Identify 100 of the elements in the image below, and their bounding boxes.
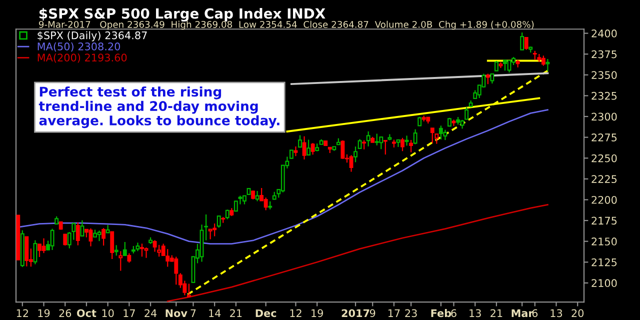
candlestick (212, 222, 217, 237)
candlestick (546, 58, 550, 72)
candlestick (140, 243, 144, 258)
candlestick (503, 59, 507, 72)
candlestick (127, 252, 132, 264)
candlestick (187, 283, 191, 297)
candlestick (264, 197, 268, 211)
candlestick (400, 137, 404, 152)
x-tick-label: 14 (209, 309, 221, 317)
candlestick (486, 73, 490, 85)
candlestick (42, 238, 46, 254)
y-tick-label: 2325 (592, 92, 617, 100)
candlestick (216, 215, 221, 228)
x-tick-label: 21 (490, 309, 502, 317)
candlestick (76, 222, 80, 246)
x-tick-label: Mar (512, 309, 534, 318)
candlestick (434, 133, 439, 144)
y-tick-label: 2275 (592, 134, 617, 142)
candlestick (358, 138, 362, 150)
candlestick (340, 140, 345, 160)
chart-title: $SPX S&P 500 Large Cap Index INDX (39, 8, 326, 22)
legend-label: $SPX (Daily) 2364.87 (38, 31, 147, 42)
y-tick-label: 2300 (592, 112, 617, 121)
x-tick-label: Oct (76, 309, 96, 318)
candlestick (362, 140, 366, 150)
y-tick-label: 2225 (592, 175, 617, 184)
x-tick-label: 23 (405, 309, 417, 318)
x-tick-label: 10 (102, 309, 114, 318)
line-series (166, 204, 548, 302)
candlestick (302, 136, 306, 160)
x-tick-label: 17 (388, 309, 400, 317)
x-tick-label: 20 (572, 309, 584, 318)
x-tick-label: 21 (230, 309, 242, 317)
x-tick-label: Nov (166, 309, 188, 318)
y-tick-label: 2200 (592, 196, 617, 204)
x-tick-label: 13 (470, 309, 481, 318)
candlestick (374, 133, 379, 146)
candlestick (166, 248, 170, 268)
legend-label: MA(50) 2308.20 (38, 42, 120, 52)
y-tick-label: 2175 (592, 216, 617, 225)
x-tick-label: 13 (550, 309, 562, 318)
y-tick-label: 2100 (592, 279, 617, 288)
legend-label: MA(200) 2193.60 (38, 53, 127, 63)
candlestick (443, 129, 448, 141)
y-tick-label: 2125 (592, 258, 617, 266)
candlestick (464, 106, 469, 120)
chart-subtitle: 9-Mar-2017 Open 2363.49 High 2369.08 Low 2354.54 Close 2364.87 Volume 2.0B Chg +1.89 (+0.08%) (38, 20, 534, 30)
candlestick (524, 37, 528, 50)
candlestick (404, 135, 409, 146)
y-tick-label: 2400 (592, 30, 617, 38)
candlestick (110, 231, 114, 260)
candlestick (174, 256, 178, 286)
x-tick-label: 17 (124, 309, 135, 317)
candlestick (379, 136, 384, 150)
candlestick (354, 146, 358, 163)
candlestick (225, 209, 230, 220)
x-tick-label: 2017 (342, 309, 370, 318)
candlestick (102, 228, 106, 246)
x-tick-label: 19 (38, 309, 50, 318)
candlestick (520, 32, 524, 50)
candlestick (409, 139, 413, 153)
x-tick-label: 7 (190, 309, 196, 317)
x-tick-label: 9 (370, 309, 376, 318)
candlestick (541, 55, 546, 66)
candlestick (63, 234, 68, 246)
candlestick (144, 246, 148, 258)
y-tick-label: 2350 (592, 71, 617, 79)
x-tick-label: Dec (256, 309, 276, 318)
candlestick (294, 146, 298, 157)
x-tick-label: 12 (16, 309, 28, 317)
candlestick (494, 60, 498, 72)
candlestick (366, 130, 370, 147)
annotation: Perfect test of the rising trend-line and 20-day moving average. Looks to bounce today. (38, 86, 280, 128)
candlestick (118, 250, 123, 272)
candlestick (507, 60, 512, 74)
x-tick-label: Feb (431, 309, 452, 318)
candlestick (114, 244, 118, 256)
y-tick-label: 2250 (592, 154, 617, 162)
x-tick-label: 6 (451, 309, 456, 318)
candlestick (438, 125, 443, 140)
candlestick (310, 142, 315, 156)
candlestick (152, 240, 157, 252)
candlestick (50, 228, 54, 251)
candlestick (349, 154, 354, 172)
y-tick-label: 2375 (592, 50, 617, 58)
candlestick (298, 134, 302, 148)
candlestick (490, 73, 494, 84)
candlestick (383, 139, 388, 156)
x-tick-label: 24 (144, 309, 157, 317)
candlestick (306, 139, 311, 156)
x-tick-label: 12 (290, 309, 302, 317)
candlestick (413, 128, 418, 145)
x-tick-label: 19 (312, 309, 323, 318)
y-tick-label: 2150 (592, 238, 617, 246)
candlestick (157, 244, 162, 258)
candlestick (24, 236, 29, 267)
candlestick (88, 228, 93, 247)
candlestick (122, 241, 127, 256)
x-tick-label: 26 (59, 309, 72, 318)
candlestick (255, 190, 260, 202)
